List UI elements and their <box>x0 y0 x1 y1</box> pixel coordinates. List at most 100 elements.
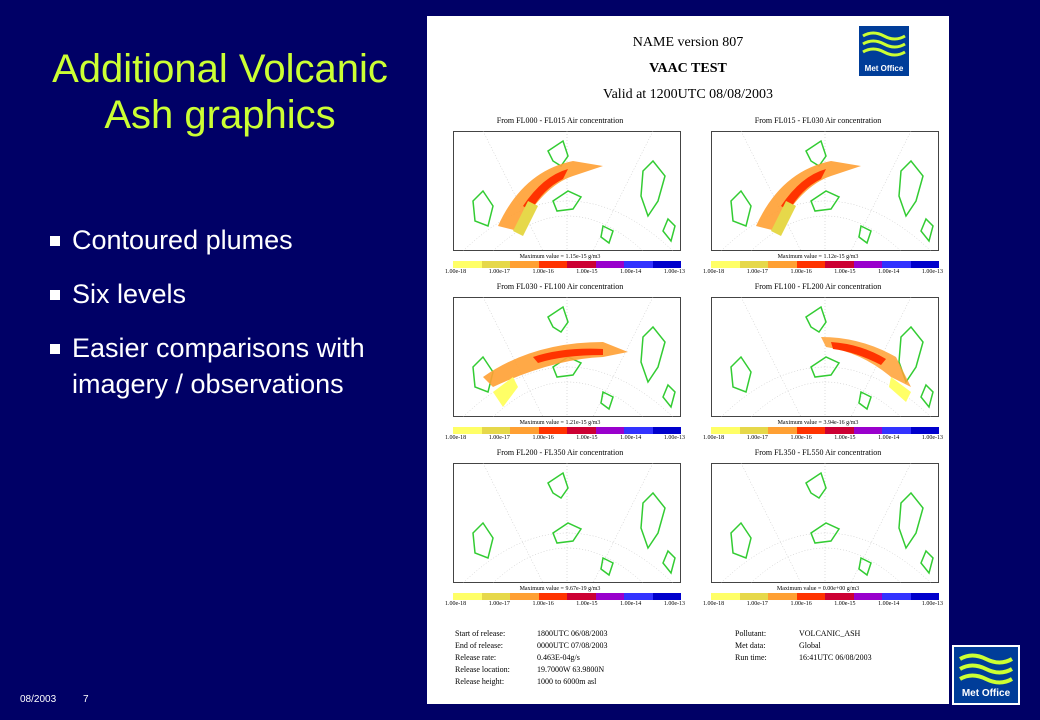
color-scale-swatch <box>853 261 882 268</box>
color-scale-swatch <box>825 261 854 268</box>
panel-title: From FL100 - FL200 Air concentration <box>754 282 882 291</box>
color-scale-tick: 1.00e-18 <box>703 601 725 607</box>
page-number: 7 <box>83 694 89 705</box>
color-scale-swatch <box>910 427 939 434</box>
color-scale-tick: 1.00e-14 <box>620 269 642 275</box>
wave-icon <box>958 653 1014 685</box>
color-scale-swatch <box>768 261 797 268</box>
color-scale-swatch <box>595 427 624 434</box>
met-data-label: Met data: <box>735 641 766 650</box>
color-scale-tick: 1.00e-13 <box>921 601 943 607</box>
color-scale-tick: 1.00e-18 <box>445 601 467 607</box>
color-scale <box>711 261 939 268</box>
release-height-label: Release height: <box>455 677 505 686</box>
logo-label: Met Office <box>864 64 904 73</box>
color-scale-swatch <box>567 593 596 600</box>
release-rate-label: Release rate: <box>455 653 497 662</box>
concentration-panel: From FL350 - FL550 Air concentration Maxi… <box>693 448 943 616</box>
color-scale-tick: 1.00e-15 <box>834 435 856 441</box>
footer-date: 08/2003 <box>20 694 57 705</box>
color-scale-tick: 1.00e-16 <box>790 435 812 441</box>
wave-icon <box>862 31 906 57</box>
color-scale-swatch <box>882 427 911 434</box>
color-scale-swatch <box>481 427 510 434</box>
color-scale-ticks: 1.00e-18 1.00e-17 1.00e-16 1.00e-15 1.00e-14… <box>703 268 943 276</box>
bullet-item: Contoured plumes <box>50 222 380 258</box>
color-scale <box>453 261 681 268</box>
bullet-item: Six levels <box>50 276 380 312</box>
color-scale-swatch <box>595 261 624 268</box>
forecast-document: NAME version 807 VAAC TEST Valid at 1200… <box>427 16 949 704</box>
color-scale-swatch <box>739 593 768 600</box>
color-scale <box>453 427 681 434</box>
met-office-logo: Met Office <box>859 26 909 76</box>
color-scale <box>711 427 939 434</box>
color-scale-swatch <box>739 427 768 434</box>
slide-title-line-1: Additional Volcanic <box>52 47 388 91</box>
color-scale-swatch <box>538 261 567 268</box>
color-scale-swatch <box>624 593 653 600</box>
color-scale-tick: 1.00e-15 <box>576 601 598 607</box>
run-time-value: 16:41UTC 06/08/2003 <box>799 653 872 662</box>
release-end-label: End of release: <box>455 641 503 650</box>
color-scale-swatch <box>652 593 681 600</box>
color-scale-swatch <box>853 427 882 434</box>
color-scale-tick: 1.00e-17 <box>746 601 768 607</box>
run-info: Pollutant: VOLCANIC_ASH Met data: Global R… <box>735 628 872 664</box>
color-scale-swatch <box>711 261 740 268</box>
plume-map <box>453 296 681 418</box>
panel-max-value: Maximum value = 1.12e-15 g/m3 <box>777 254 859 260</box>
release-rate-value: 0.463E-04g/s <box>537 653 580 662</box>
panel-max-value: Maximum value = 3.94e-16 g/m3 <box>777 420 859 426</box>
color-scale-tick: 1.00e-13 <box>663 269 685 275</box>
color-scale-tick: 1.00e-13 <box>663 435 685 441</box>
color-scale-swatch <box>910 593 939 600</box>
document-header: NAME version 807 VAAC TEST Valid at 1200… <box>427 30 949 108</box>
color-scale-tick: 1.00e-14 <box>878 269 900 275</box>
color-scale-swatch <box>567 427 596 434</box>
panel-max-value: Maximum value = 1.21e-15 g/m3 <box>519 420 601 426</box>
color-scale-tick: 1.00e-16 <box>790 601 812 607</box>
plume-map <box>711 296 939 418</box>
color-scale-tick: 1.00e-17 <box>488 601 510 607</box>
bullet-text: Contoured plumes <box>72 225 293 255</box>
bullet-list: Contoured plumes Six levels Easier compa… <box>50 222 380 420</box>
corner-logo-label: Met Office <box>961 688 1011 699</box>
color-scale-swatch <box>711 593 740 600</box>
color-scale-tick: 1.00e-16 <box>532 435 554 441</box>
color-scale-tick: 1.00e-15 <box>834 601 856 607</box>
bullet-square-icon <box>50 290 60 300</box>
color-scale-swatch <box>453 261 482 268</box>
color-scale-tick: 1.00e-14 <box>620 601 642 607</box>
color-scale-tick: 1.00e-14 <box>878 601 900 607</box>
color-scale-swatch <box>796 261 825 268</box>
slide-title-line-2: Ash graphics <box>104 93 336 137</box>
color-scale-ticks: 1.00e-18 1.00e-17 1.00e-16 1.00e-15 1.00e-14… <box>703 600 943 608</box>
color-scale-swatch <box>510 261 539 268</box>
bullet-square-icon <box>50 344 60 354</box>
color-scale-swatch <box>882 593 911 600</box>
color-scale-swatch <box>567 261 596 268</box>
color-scale-swatch <box>768 427 797 434</box>
color-scale-swatch <box>796 427 825 434</box>
plume-map <box>453 462 681 584</box>
color-scale-swatch <box>624 427 653 434</box>
release-location-label: Release location: <box>455 665 510 674</box>
run-time-label: Run time: <box>735 653 767 662</box>
color-scale-tick: 1.00e-17 <box>746 269 768 275</box>
valid-time: Valid at 1200UTC 08/08/2003 <box>603 87 773 102</box>
color-scale-swatch <box>768 593 797 600</box>
bullet-square-icon <box>50 236 60 246</box>
panel-title: From FL015 - FL030 Air concentration <box>754 116 882 125</box>
color-scale-swatch <box>538 593 567 600</box>
color-scale-tick: 1.00e-16 <box>790 269 812 275</box>
bullet-item: Easier comparisons with imagery / observ… <box>50 330 380 402</box>
color-scale-swatch <box>453 593 482 600</box>
panel-title: From FL350 - FL550 Air concentration <box>754 448 882 457</box>
color-scale-swatch <box>882 261 911 268</box>
met-data-value: Global <box>799 641 821 650</box>
slide-title: Additional Volcanic Ash graphics <box>20 46 420 138</box>
test-label: VAAC TEST <box>649 61 727 76</box>
panel-max-value: Maximum value = 9.67e-19 g/m3 <box>519 586 601 592</box>
color-scale-tick: 1.00e-14 <box>620 435 642 441</box>
